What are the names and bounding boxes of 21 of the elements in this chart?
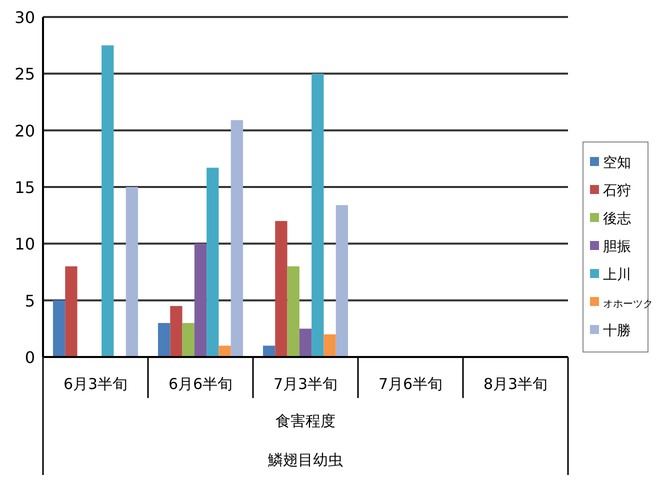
ytick: 30 [14, 8, 35, 27]
ytick: 25 [14, 64, 35, 84]
ytick: 20 [14, 121, 35, 140]
xtick: 7月6半旬 [378, 375, 443, 393]
legend-label: 上川 [603, 267, 631, 283]
xtick: 6月3半旬 [63, 375, 128, 393]
ytick: 0 [24, 348, 35, 367]
legend-label: 十勝 [603, 323, 631, 339]
ytick: 10 [14, 234, 35, 254]
legend-label: 胆振 [603, 239, 631, 255]
legend-label: 石狩 [603, 183, 631, 199]
xtick: 6月6半旬 [168, 375, 233, 393]
annotation: 鱗翅目幼虫 [268, 451, 343, 469]
ytick: 5 [24, 291, 35, 310]
legend-label: 空知 [603, 155, 631, 171]
ytick: 15 [14, 178, 35, 197]
xlabel: 食害程度 [276, 412, 336, 430]
xtick: 8月3半旬 [483, 375, 548, 393]
legend-label: オホーツク [603, 299, 653, 310]
xtick: 7月3半旬 [273, 375, 338, 393]
legend-label: 後志 [603, 211, 631, 227]
